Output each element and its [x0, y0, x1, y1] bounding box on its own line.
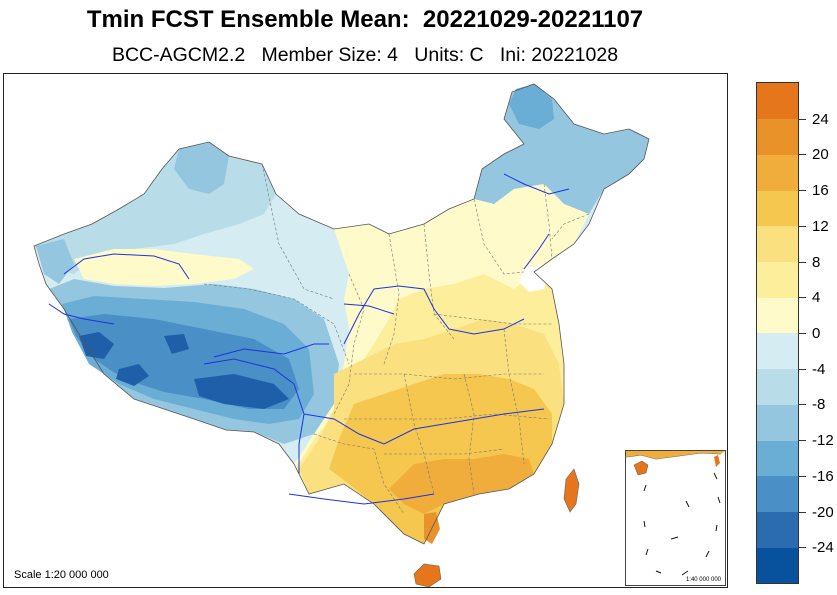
colorbar-cell	[757, 475, 798, 513]
country-border	[33, 83, 650, 545]
colorbar-cell	[757, 404, 798, 441]
inset-map	[625, 451, 725, 576]
region-northeast-cool	[509, 84, 554, 129]
scale-label: Scale 1:20 000 000	[14, 569, 109, 581]
colorbar-tick	[798, 225, 806, 227]
colorbar-cell	[757, 368, 798, 405]
colorbar-cell	[757, 190, 798, 227]
region-tibet-very-cold	[79, 332, 289, 409]
colorbar-cell	[757, 333, 798, 370]
bohai-sea	[519, 264, 549, 292]
inset-hainan	[633, 460, 649, 476]
region-taiwan	[563, 468, 580, 513]
inset-land	[626, 451, 725, 459]
province-borders	[203, 163, 590, 515]
colorbar-tick-label: 4	[812, 289, 821, 307]
colorbar-tick	[798, 368, 806, 370]
inset-taiwan	[714, 455, 720, 467]
region-tarim-mild	[74, 249, 254, 286]
colorbar-tick-label: -4	[812, 360, 826, 378]
colorbar-tick	[798, 154, 806, 156]
colorbar-tick	[798, 261, 806, 263]
colorbar-tick	[798, 511, 806, 513]
colorbar-tick-label: 8	[812, 253, 821, 271]
region-west-cool	[36, 239, 74, 284]
inset-scale-label: 1:40 000 000	[685, 577, 721, 583]
colorbar-cell	[757, 297, 798, 334]
colorbar-cell	[757, 83, 798, 120]
colorbar-cell	[757, 261, 798, 298]
colorbar-tick	[798, 118, 806, 120]
colorbar-tick	[798, 190, 806, 192]
colorbar-tick-label: 20	[812, 146, 829, 164]
colorbar-tick-label: -24	[812, 539, 834, 557]
colorbar-cell	[757, 118, 798, 155]
colorbar-tick-label: -20	[812, 503, 834, 521]
colorbar-tick-label: -8	[812, 396, 826, 414]
colorbar-tick	[798, 404, 806, 406]
colorbar-tick-label: 0	[812, 325, 821, 342]
colorbar-tick-label: -16	[812, 467, 834, 485]
colorbar-cell	[757, 225, 798, 263]
region-south-hotter	[389, 454, 534, 514]
colorbar-tick-label: 12	[812, 217, 829, 235]
colorbar-cell	[757, 511, 798, 548]
temperature-map	[33, 83, 650, 587]
region-northeast-chilly	[474, 84, 649, 214]
colorbar-tick	[798, 440, 806, 442]
colorbar-tick	[798, 547, 806, 549]
rivers	[48, 173, 570, 505]
colorbar-cell	[757, 547, 798, 584]
map-panel: Scale 1:20 000 000 1:40 000 000	[3, 73, 728, 588]
colorbar-tick	[798, 475, 806, 477]
colorbar-tick-label: 24	[812, 110, 829, 128]
south-china-sea-inset: 1:40 000 000	[625, 450, 726, 586]
colorbar-tick	[798, 297, 806, 299]
colorbar-tick-label: 16	[812, 182, 829, 200]
colorbar-cell	[757, 154, 798, 191]
region-northwest-chilly	[174, 142, 229, 194]
colorbar	[756, 82, 799, 584]
colorbar-tick-label: -12	[812, 432, 834, 450]
region-hainan	[413, 563, 442, 587]
inset-dashes	[643, 472, 721, 576]
colorbar-tick	[798, 333, 806, 334]
map-subtitle: BCC-AGCM2.2 Member Size: 4 Units: C Ini:…	[111, 44, 619, 66]
colorbar-cell	[757, 440, 798, 477]
map-title: Tmin FCST Ensemble Mean: 20221029-202211…	[86, 6, 644, 33]
